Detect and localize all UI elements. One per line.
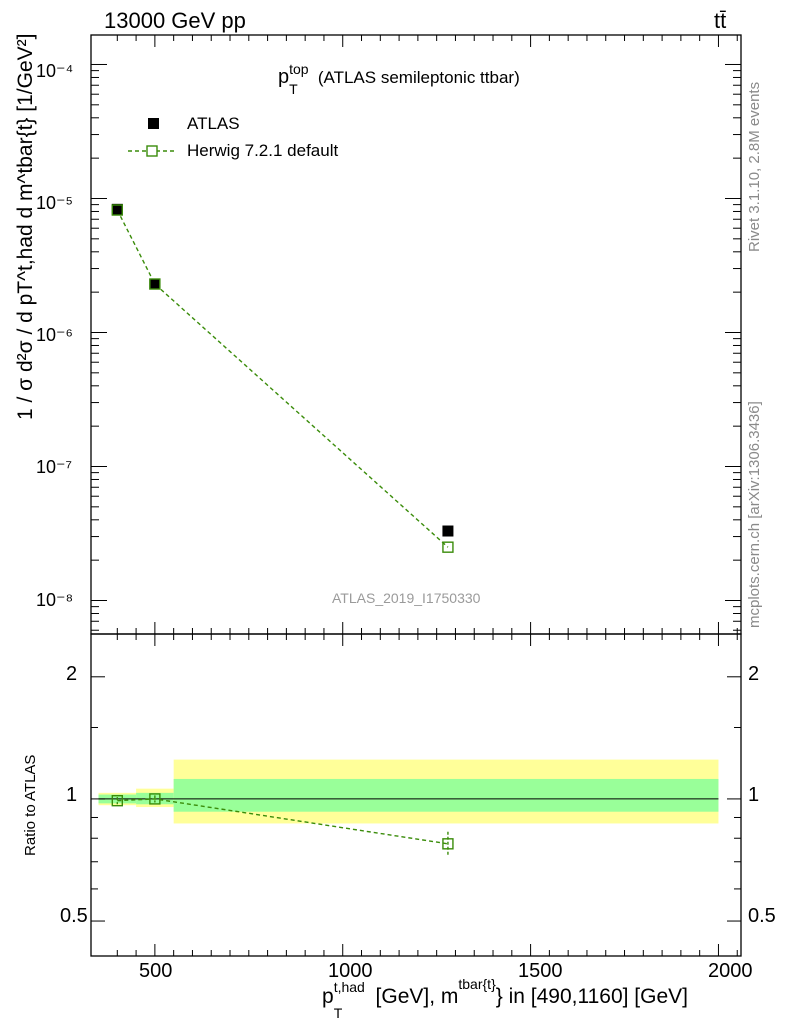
legend-title-sup: top [289,61,309,77]
ratio-y-axis-label: Ratio to ATLAS [22,754,39,856]
legend-title-sub: T [289,81,298,97]
atlas-point [442,525,454,537]
atlas-point [149,278,161,290]
xtick-label: 500 [139,960,173,982]
x-axis-label-sup1: t,had [333,979,365,995]
ratio-ytick-label-right: 0.5 [748,905,776,927]
main-ytick-label: 10⁻⁸ [36,590,74,610]
herwig-point [442,541,454,553]
legend-atlas-marker [148,118,159,129]
herwig-ratio-point [111,794,124,807]
x-axis-label-sup2: tbar{t} [458,976,496,992]
ratio-ytick-label: 0.5 [60,905,88,927]
xtick-label: 1000 [328,960,373,982]
x-axis-label-end: } in [490,1160] [GeV] [495,985,689,1008]
ratio-frame-box [90,633,742,957]
legend-title: p top T (ATLAS semileptonic ttbar) [278,61,520,97]
x-axis-label-sub1: T [333,1005,343,1021]
rivet-label: Rivet 3.1.10, 2.8M events [746,81,763,252]
legend-title-text: (ATLAS semileptonic ttbar) [317,68,520,87]
legend-entry-herwig: Herwig 7.2.1 default [187,141,339,160]
herwig-ratio-line [117,798,449,845]
ratio-panel-frame [90,633,742,957]
ratio-panel-series [111,793,454,857]
ratio-ytick-label-right: 2 [748,663,760,685]
xtick-label: 1500 [518,960,563,982]
legend-herwig-marker [146,145,158,157]
herwig-line [116,209,449,548]
atlas-point [111,203,123,215]
main-panel-series [111,203,454,553]
x-axis-label-p: p [322,985,334,1008]
legend-entry-atlas: ATLAS [187,114,240,133]
main-ytick-label: 10⁻⁷ [36,457,73,477]
ratio-ytick-label: 1 [66,784,78,806]
xtick-label: 2000 [708,960,753,982]
main-y-axis-label: 1 / σ d²σ / d pT^t,had d m^tbar{t} [1/Ge… [14,33,37,420]
herwig-point [111,204,124,216]
x-axis-label-mid: [GeV], m [369,985,459,1008]
main-ytick-label: 10⁻⁴ [36,61,74,81]
x-axis-label: p t,had T [GeV], mtbar{t}} in [490,1160] [… [322,976,689,1021]
main-ytick-label: 10⁻⁵ [36,193,73,213]
herwig-point [149,278,161,290]
ratio-ytick-label: 2 [66,663,78,685]
mcplots-label: mcplots.cern.ch [arXiv:1306.3436] [746,401,763,628]
legend-title-p: p [278,66,290,88]
band-green [173,778,719,812]
herwig-ratio-point [442,838,454,850]
legend-markers [128,118,176,157]
ratio-uncertainty-bands [98,759,719,824]
energy-label: 13000 GeV pp [104,8,246,33]
process-label: tt̄ [714,8,727,33]
main-panel-frame [90,34,742,646]
main-ytick-label: 10⁻⁶ [36,325,73,345]
herwig-ratio-point [149,793,161,805]
analysis-watermark: ATLAS_2019_I1750330 [332,590,481,606]
ratio-ytick-label-right: 1 [748,784,760,806]
